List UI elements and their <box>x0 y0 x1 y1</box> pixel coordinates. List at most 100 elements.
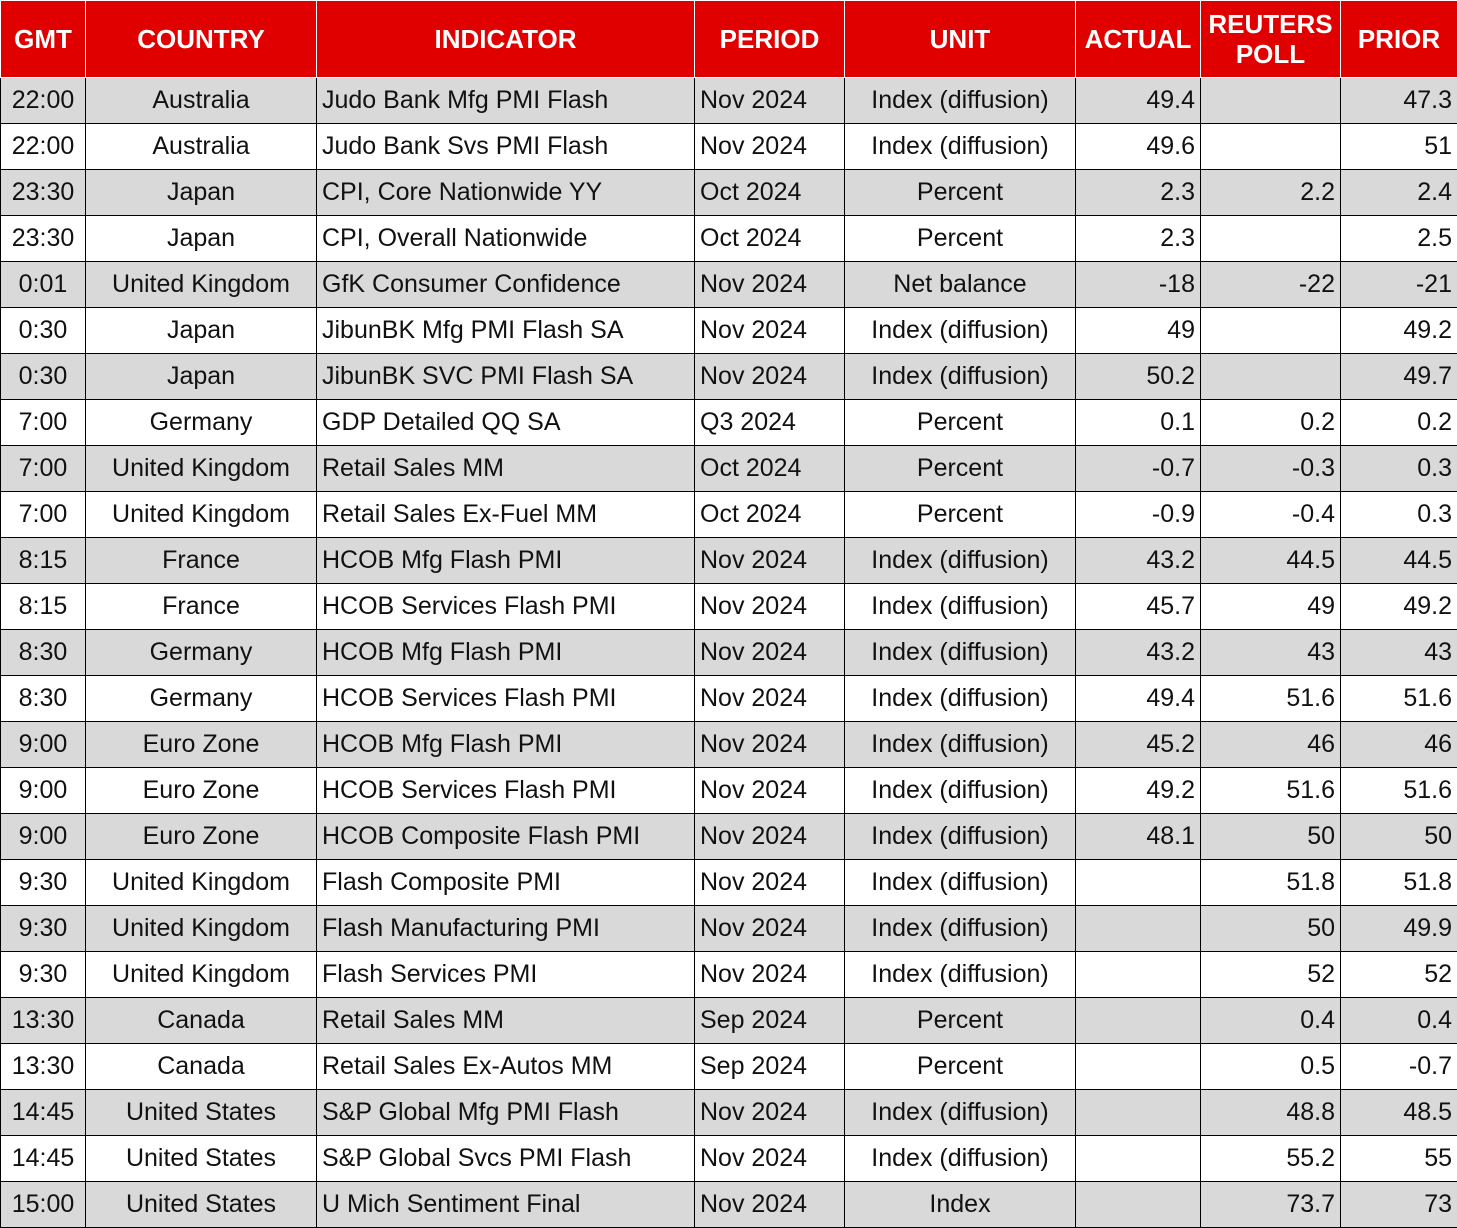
country-cell: United States <box>86 1136 317 1182</box>
gmt-cell: 23:30 <box>1 170 86 216</box>
gmt-cell: 9:00 <box>1 722 86 768</box>
header-reuters-poll: REUTERS POLL <box>1201 1 1341 78</box>
indicator-cell: CPI, Overall Nationwide <box>317 216 695 262</box>
prior-cell: 73 <box>1341 1182 1457 1228</box>
actual-cell: -0.9 <box>1076 492 1201 538</box>
country-cell: Euro Zone <box>86 722 317 768</box>
unit-cell: Percent <box>845 400 1076 446</box>
header-country: COUNTRY <box>86 1 317 78</box>
period-cell: Nov 2024 <box>695 676 845 722</box>
poll-cell: 49 <box>1201 584 1341 630</box>
actual-cell: 0.1 <box>1076 400 1201 446</box>
actual-cell: 2.3 <box>1076 170 1201 216</box>
actual-cell <box>1076 998 1201 1044</box>
period-cell: Nov 2024 <box>695 768 845 814</box>
country-cell: France <box>86 584 317 630</box>
poll-cell: 46 <box>1201 722 1341 768</box>
prior-cell: 52 <box>1341 952 1457 998</box>
prior-cell: 51.6 <box>1341 676 1457 722</box>
poll-cell: 51.6 <box>1201 676 1341 722</box>
gmt-cell: 9:00 <box>1 768 86 814</box>
header-prior: PRIOR <box>1341 1 1457 78</box>
prior-cell: 49.7 <box>1341 354 1457 400</box>
indicator-cell: S&P Global Svcs PMI Flash <box>317 1136 695 1182</box>
prior-cell: 49.2 <box>1341 584 1457 630</box>
unit-cell: Percent <box>845 170 1076 216</box>
indicator-cell: Retail Sales Ex-Autos MM <box>317 1044 695 1090</box>
indicator-cell: Judo Bank Svs PMI Flash <box>317 124 695 170</box>
indicator-cell: GfK Consumer Confidence <box>317 262 695 308</box>
indicator-cell: JibunBK Mfg PMI Flash SA <box>317 308 695 354</box>
poll-cell <box>1201 216 1341 262</box>
actual-cell <box>1076 1182 1201 1228</box>
actual-cell: 2.3 <box>1076 216 1201 262</box>
country-cell: Japan <box>86 308 317 354</box>
indicator-cell: U Mich Sentiment Final <box>317 1182 695 1228</box>
header-row: GMT COUNTRY INDICATOR PERIOD UNIT ACTUAL… <box>1 1 1457 78</box>
header-gmt: GMT <box>1 1 86 78</box>
prior-cell: 46 <box>1341 722 1457 768</box>
actual-cell: 49.4 <box>1076 676 1201 722</box>
country-cell: Australia <box>86 124 317 170</box>
gmt-cell: 8:30 <box>1 630 86 676</box>
country-cell: United Kingdom <box>86 492 317 538</box>
indicator-cell: Retail Sales MM <box>317 998 695 1044</box>
actual-cell: -18 <box>1076 262 1201 308</box>
poll-cell: 51.6 <box>1201 768 1341 814</box>
prior-cell: 47.3 <box>1341 78 1457 124</box>
indicator-cell: HCOB Services Flash PMI <box>317 584 695 630</box>
unit-cell: Net balance <box>845 262 1076 308</box>
country-cell: Australia <box>86 78 317 124</box>
poll-cell <box>1201 354 1341 400</box>
prior-cell: 51.8 <box>1341 860 1457 906</box>
unit-cell: Index (diffusion) <box>845 584 1076 630</box>
actual-cell: 48.1 <box>1076 814 1201 860</box>
actual-cell: 49.4 <box>1076 78 1201 124</box>
period-cell: Oct 2024 <box>695 170 845 216</box>
unit-cell: Index (diffusion) <box>845 78 1076 124</box>
unit-cell: Percent <box>845 446 1076 492</box>
country-cell: United Kingdom <box>86 860 317 906</box>
indicator-cell: HCOB Services Flash PMI <box>317 676 695 722</box>
indicator-cell: HCOB Mfg Flash PMI <box>317 722 695 768</box>
period-cell: Nov 2024 <box>695 1136 845 1182</box>
prior-cell: 43 <box>1341 630 1457 676</box>
country-cell: United Kingdom <box>86 262 317 308</box>
prior-cell: 49.2 <box>1341 308 1457 354</box>
unit-cell: Index (diffusion) <box>845 308 1076 354</box>
unit-cell: Index <box>845 1182 1076 1228</box>
period-cell: Sep 2024 <box>695 1044 845 1090</box>
country-cell: United Kingdom <box>86 446 317 492</box>
poll-cell <box>1201 124 1341 170</box>
indicator-cell: HCOB Mfg Flash PMI <box>317 630 695 676</box>
actual-cell <box>1076 1136 1201 1182</box>
gmt-cell: 0:30 <box>1 308 86 354</box>
indicator-cell: Flash Manufacturing PMI <box>317 906 695 952</box>
gmt-cell: 8:15 <box>1 538 86 584</box>
prior-cell: 0.4 <box>1341 998 1457 1044</box>
indicator-cell: HCOB Mfg Flash PMI <box>317 538 695 584</box>
country-cell: Germany <box>86 630 317 676</box>
actual-cell: 43.2 <box>1076 630 1201 676</box>
period-cell: Nov 2024 <box>695 630 845 676</box>
unit-cell: Index (diffusion) <box>845 906 1076 952</box>
gmt-cell: 9:30 <box>1 952 86 998</box>
period-cell: Nov 2024 <box>695 584 845 630</box>
indicator-cell: Judo Bank Mfg PMI Flash <box>317 78 695 124</box>
period-cell: Oct 2024 <box>695 492 845 538</box>
poll-cell: 0.4 <box>1201 998 1341 1044</box>
actual-cell <box>1076 1044 1201 1090</box>
